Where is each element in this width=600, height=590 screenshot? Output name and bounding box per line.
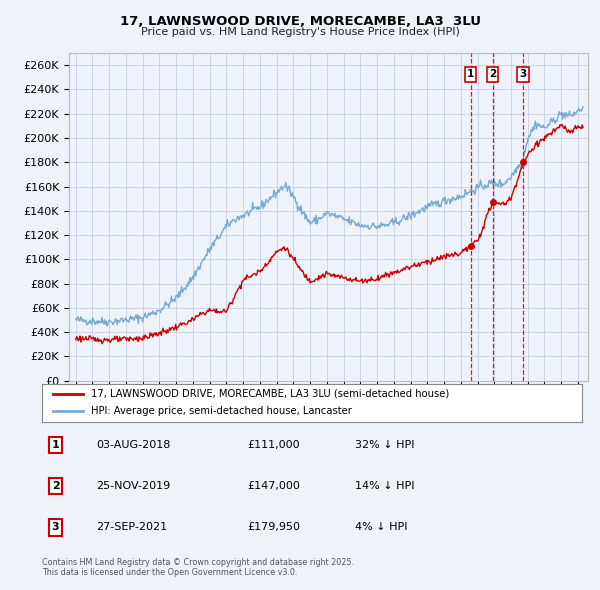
Text: 14% ↓ HPI: 14% ↓ HPI bbox=[355, 481, 415, 491]
Text: 03-AUG-2018: 03-AUG-2018 bbox=[96, 440, 170, 450]
Text: 17, LAWNSWOOD DRIVE, MORECAMBE, LA3  3LU: 17, LAWNSWOOD DRIVE, MORECAMBE, LA3 3LU bbox=[119, 15, 481, 28]
Text: 4% ↓ HPI: 4% ↓ HPI bbox=[355, 523, 408, 532]
Text: £147,000: £147,000 bbox=[247, 481, 300, 491]
Text: 17, LAWNSWOOD DRIVE, MORECAMBE, LA3 3LU (semi-detached house): 17, LAWNSWOOD DRIVE, MORECAMBE, LA3 3LU … bbox=[91, 389, 449, 399]
Text: £111,000: £111,000 bbox=[247, 440, 300, 450]
Text: 27-SEP-2021: 27-SEP-2021 bbox=[96, 523, 167, 532]
Text: Contains HM Land Registry data © Crown copyright and database right 2025.
This d: Contains HM Land Registry data © Crown c… bbox=[42, 558, 354, 577]
Text: 1: 1 bbox=[52, 440, 59, 450]
Text: 1: 1 bbox=[467, 70, 474, 80]
Text: 32% ↓ HPI: 32% ↓ HPI bbox=[355, 440, 415, 450]
Text: 3: 3 bbox=[520, 70, 527, 80]
Text: 3: 3 bbox=[52, 523, 59, 532]
Text: 25-NOV-2019: 25-NOV-2019 bbox=[96, 481, 170, 491]
Text: HPI: Average price, semi-detached house, Lancaster: HPI: Average price, semi-detached house,… bbox=[91, 407, 352, 417]
Text: 2: 2 bbox=[489, 70, 496, 80]
Text: £179,950: £179,950 bbox=[247, 523, 300, 532]
Text: Price paid vs. HM Land Registry's House Price Index (HPI): Price paid vs. HM Land Registry's House … bbox=[140, 27, 460, 37]
Text: 2: 2 bbox=[52, 481, 59, 491]
